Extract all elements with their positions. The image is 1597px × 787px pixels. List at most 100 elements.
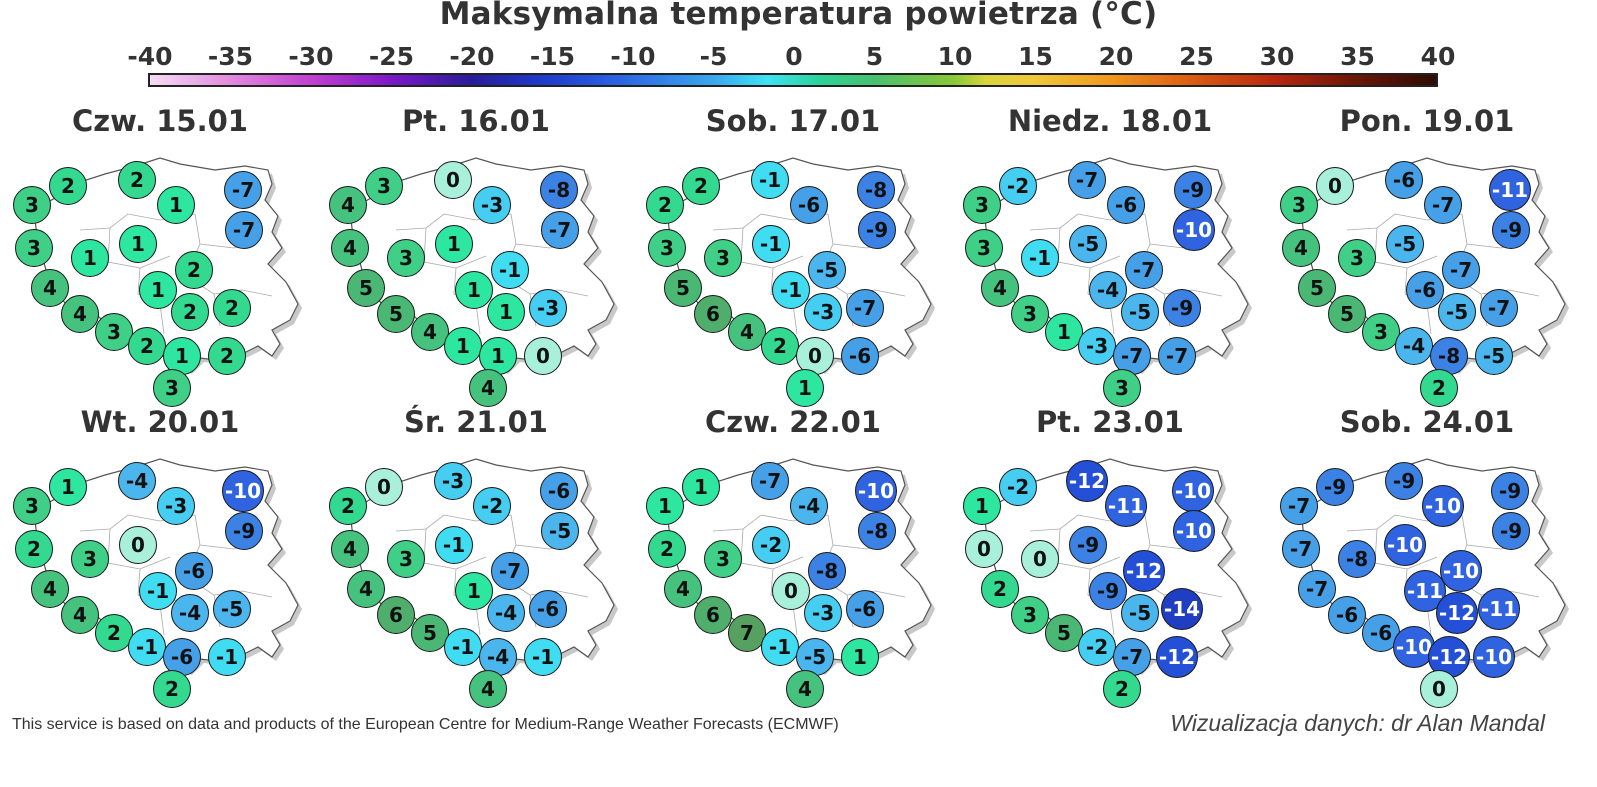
map-title: Maksymalna temperatura powietrza (°C) [439, 0, 1158, 32]
temperature-marker: 0 [796, 337, 834, 375]
temperature-marker: 2 [761, 327, 799, 365]
temperature-marker: -3 [804, 594, 842, 632]
temperature-marker: 0 [119, 526, 157, 564]
region-border [1508, 289, 1540, 297]
temperature-marker: -5 [808, 251, 846, 289]
temperature-marker: -3 [1078, 327, 1116, 365]
temperature-marker: -4 [1395, 327, 1433, 365]
temperature-marker: 6 [377, 596, 415, 634]
poland-map: 4 3 0 -3 -8 -7 4 3 1 -1 5 1 5 4 1 -3 1 1 0 4 [326, 144, 626, 407]
colorbar-tick-label: -10 [610, 42, 656, 71]
panel-date-title: Pon. 19.01 [1339, 104, 1515, 138]
temperature-marker: 4 [347, 570, 385, 608]
region-border [1374, 528, 1438, 570]
temperature-marker: -7 [1298, 570, 1336, 608]
temperature-marker: -9 [1492, 211, 1530, 249]
temperature-marker: 1 [1045, 313, 1083, 351]
temperature-marker: 4 [61, 295, 99, 333]
temperature-marker: 2 [95, 614, 133, 652]
temperature-marker: 5 [664, 269, 702, 307]
temperature-marker: -5 [541, 512, 579, 550]
temperature-marker: -6 [841, 337, 879, 375]
temperature-marker: 2 [981, 570, 1019, 608]
temperature-marker: -7 [1480, 289, 1518, 327]
temperature-marker: -6 [175, 552, 213, 590]
temperature-marker: -1 [139, 572, 177, 610]
temperature-marker: 1 [139, 271, 177, 309]
temperature-marker: 3 [13, 487, 51, 525]
temperature-marker: -2 [1078, 628, 1116, 666]
temperature-marker: -5 [213, 590, 251, 628]
colorbar-tick-label: -40 [127, 42, 173, 71]
temperature-marker: -4 [171, 594, 209, 632]
temperature-marker: -4 [479, 638, 517, 676]
temperature-marker: 1 [157, 186, 195, 224]
temperature-marker: 4 [664, 570, 702, 608]
panel-date-title: Czw. 22.01 [705, 405, 881, 439]
temperature-marker: 2 [208, 337, 246, 375]
temperature-marker: 5 [347, 269, 385, 307]
temperature-marker: 5 [377, 295, 415, 333]
temperature-marker: 1 [682, 468, 720, 506]
temperature-marker: 0 [524, 337, 562, 375]
temperature-marker: 2 [329, 487, 367, 525]
temperature-marker: -14 [1161, 588, 1203, 630]
temperature-marker: -10 [222, 470, 264, 512]
temperature-marker: -8 [540, 171, 578, 209]
temperature-marker: -9 [1491, 472, 1529, 510]
region-border [475, 604, 481, 636]
panel-date-title: Pt. 23.01 [1036, 405, 1184, 439]
temperature-marker: -6 [163, 638, 201, 676]
temperature-marker: -6 [1385, 161, 1423, 199]
temperature-marker: 2 [1103, 670, 1141, 708]
region-border [1426, 303, 1432, 335]
temperature-marker: 3 [1103, 369, 1141, 407]
forecast-panel: Pt. 23.01 1 -2 -12 -11 -10 -10 0 0 -9 -12 2 -9 3 5 -5 -1… [960, 405, 1260, 708]
region-border [1191, 289, 1223, 297]
temperature-marker: 3 [13, 186, 51, 224]
temperature-marker: 2 [646, 186, 684, 224]
region-border [1057, 528, 1121, 570]
temperature-marker: 0 [1021, 540, 1059, 578]
region-border [1057, 227, 1121, 269]
poland-map: 3 -2 -7 -6 -9 -10 3 -1 -5 -7 4 -4 3 1 -5 -9 -3 -7 -7 3 [960, 144, 1260, 407]
colorbar-tick-label: 15 [1018, 42, 1053, 71]
poland-map: 3 0 -6 -7 -11 -9 4 3 -5 -7 5 -6 5 3 -5 -7 -4 -8 -5 2 [1277, 144, 1577, 407]
forecast-panel: Pt. 16.01 4 3 0 -3 -8 -7 4 3 1 -1 5 1 5 4 1 -3 1 1 0 4 [326, 104, 626, 407]
temperature-marker: 4 [331, 229, 369, 267]
temperature-marker: -6 [1406, 271, 1444, 309]
region-border [423, 227, 487, 269]
temperature-marker: -1 [491, 251, 529, 289]
temperature-marker: -1 [1021, 239, 1059, 277]
temperature-marker: -7 [541, 211, 579, 249]
temperature-marker: 1 [71, 239, 109, 277]
temperature-marker: 2 [49, 167, 87, 205]
temperature-marker: -1 [751, 161, 789, 199]
temperature-marker: 5 [411, 614, 449, 652]
temperature-marker: -5 [1121, 293, 1159, 331]
temperature-marker: 2 [1420, 369, 1458, 407]
temperature-marker: -6 [529, 590, 567, 628]
temperature-marker: -7 [1280, 487, 1318, 525]
temperature-marker: 1 [119, 225, 157, 263]
region-border [241, 289, 273, 297]
temperature-marker: 1 [455, 572, 493, 610]
temperature-marker: -3 [529, 289, 567, 327]
region-border [1374, 227, 1438, 269]
temperature-marker: 2 [128, 327, 166, 365]
forecast-panel: Niedz. 18.01 3 -2 -7 -6 -9 -10 3 -1 -5 -7 4 -4 3 1 -5 -9… [960, 104, 1260, 407]
forecast-panel: Czw. 15.01 3 2 2 1 -7 -7 3 1 1 2 4 1 4 3 2 2 2 1 2 3 [10, 104, 310, 407]
region-border [475, 303, 481, 335]
region-border [557, 590, 589, 598]
temperature-marker: -1 [444, 628, 482, 666]
temperature-marker: 3 [965, 229, 1003, 267]
temperature-marker: 1 [49, 468, 87, 506]
temperature-marker: -9 [1163, 289, 1201, 327]
temperature-marker: -11 [1489, 169, 1531, 211]
temperature-marker: 4 [469, 369, 507, 407]
temperature-marker: -3 [157, 487, 195, 525]
colorbar-tick-label: 25 [1179, 42, 1214, 71]
temperature-marker: 3 [704, 239, 742, 277]
temperature-marker: 4 [31, 269, 69, 307]
temperature-marker: -10 [1172, 470, 1214, 512]
